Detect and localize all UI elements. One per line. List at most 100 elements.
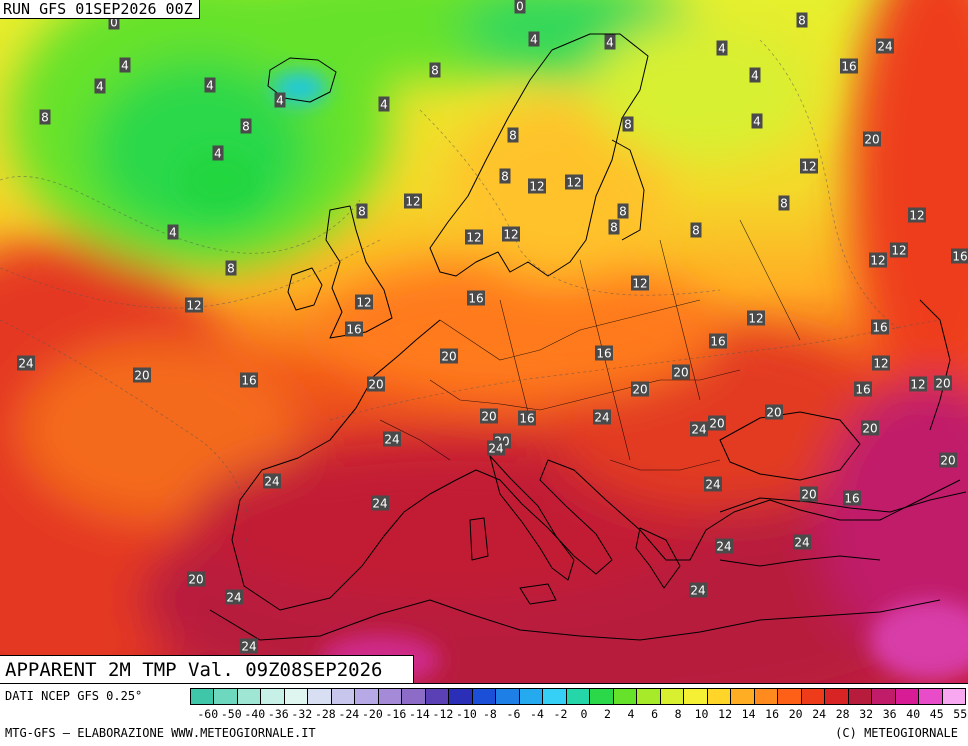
isotherm-value-text: 8	[431, 64, 439, 78]
isotherm-value-text: 24	[691, 423, 706, 437]
isotherm-value-text: 24	[226, 591, 241, 605]
isotherm-value-text: 4	[530, 33, 538, 47]
isotherm-value-text: 12	[910, 378, 925, 392]
isotherm-value-text: 12	[356, 296, 371, 310]
isotherm-value-label: 0	[514, 0, 526, 14]
isotherm-value-label: 20	[708, 415, 726, 431]
isotherm-value-label: 16	[467, 290, 485, 306]
isotherm-value-text: 20	[709, 417, 724, 431]
isotherm-value-text: 12	[466, 231, 481, 245]
color-scale-tick: -14	[409, 707, 430, 721]
color-scale-tick: 36	[882, 707, 897, 721]
isotherm-value-label: 20	[440, 348, 458, 364]
country-borders	[379, 219, 801, 471]
isotherm-value-label: 20	[765, 404, 783, 420]
color-scale-tick: 12	[718, 707, 733, 721]
isotherm-value-text: 8	[509, 129, 517, 143]
isotherm-value-text: 16	[952, 250, 967, 264]
isotherm-value-text: 8	[619, 205, 627, 219]
isotherm-value-text: 16	[844, 492, 859, 506]
isotherm-value-text: 4	[380, 98, 388, 112]
isotherm-value-text: 4	[753, 115, 761, 129]
isotherm-value-text: 24	[372, 497, 387, 511]
isotherm-value-text: 16	[841, 60, 856, 74]
isotherm-value-label: 16	[951, 248, 968, 264]
isotherm-value-label: 16	[518, 410, 536, 426]
color-scale-tick: 4	[627, 707, 635, 721]
isotherm-value-label: 24	[690, 421, 708, 437]
coastlines	[209, 33, 967, 641]
credit-left: MTG-GFS — ELABORAZIONE WWW.METEOGIORNALE…	[5, 726, 316, 740]
color-scale-cell	[754, 689, 779, 704]
isotherm-value-text: 0	[516, 0, 524, 14]
data-source-label: DATI NCEP GFS 0.25°	[5, 689, 143, 703]
isotherm-value-label: 20	[480, 408, 498, 424]
color-scale-cell	[684, 689, 708, 704]
isotherm-value-label: 12	[565, 174, 583, 190]
isotherm-value-label: 24	[225, 589, 243, 605]
isotherm-value-label: 16	[709, 333, 727, 349]
credit-right: (C) METEOGIORNALE	[835, 726, 958, 740]
isotherm-value-label: 24	[689, 582, 707, 598]
isotherm-value-text: 20	[862, 422, 877, 436]
color-scale-tick: 45	[929, 707, 944, 721]
isotherm-value-text: 12	[186, 299, 201, 313]
isotherm-value-label: 8	[690, 222, 702, 238]
isotherm-value-label: 20	[800, 486, 818, 502]
isotherm-value-label: 8	[39, 109, 51, 125]
isotherm-value-text: 8	[780, 197, 788, 211]
isotherm-value-label: 8	[356, 203, 368, 219]
isotherm-value-label: 8	[778, 195, 790, 211]
isotherm-value-label: 4	[751, 113, 763, 129]
isotherm-value-text: 24	[705, 478, 720, 492]
isotherm-value-label: 4	[204, 77, 216, 93]
isotherm-value-text: 12	[870, 254, 885, 268]
isotherm-value-label: 12	[872, 355, 890, 371]
color-scale-cell	[613, 689, 638, 704]
color-scale-tick: -4	[530, 707, 544, 721]
isotherm-value-text: 8	[798, 14, 806, 28]
isotherm-value-label: 24	[240, 638, 258, 654]
isotherm-value-label: 0	[108, 14, 120, 30]
color-scale-tick: 40	[906, 707, 921, 721]
isotherm-value-label: 8	[617, 203, 629, 219]
isotherm-value-label: 20	[367, 376, 385, 392]
run-label: RUN GFS 01SEP2026 00Z	[0, 0, 200, 19]
isotherm-value-text: 16	[468, 292, 483, 306]
isotherm-value-label: 12	[869, 252, 887, 268]
color-scale-cell	[872, 689, 896, 704]
isotherm-value-label: 8	[429, 62, 441, 78]
isotherm-value-text: 12	[801, 160, 816, 174]
isotherm-value-label: 24	[487, 440, 505, 456]
isotherm-value-text: 4	[718, 42, 726, 56]
isotherm-value-label: 12	[404, 193, 422, 209]
isotherm-value-label: 16	[854, 381, 872, 397]
isotherm-value-label: 16	[595, 345, 613, 361]
isotherm-value-label: 8	[225, 260, 237, 276]
isotherm-value-text: 12	[909, 209, 924, 223]
isotherm-value-label: 12	[502, 226, 520, 242]
isotherm-value-label: 8	[608, 219, 620, 235]
map-canvas	[0, 0, 968, 683]
isotherm-value-text: 12	[503, 228, 518, 242]
isotherm-value-label: 16	[240, 372, 258, 388]
color-scale-cell	[472, 689, 497, 704]
isotherm-value-label: 4	[119, 57, 131, 73]
isotherm-value-text: 24	[716, 540, 731, 554]
color-scale-tick: -50	[220, 707, 242, 721]
isotherm-value-label: 4	[167, 224, 179, 240]
isotherm-value-text: 4	[121, 59, 129, 73]
color-scale-cell	[919, 689, 943, 704]
isotherm-value-label: 8	[796, 12, 808, 28]
isotherm-value-text: 4	[169, 226, 177, 240]
isotherm-value-text: 20	[441, 350, 456, 364]
isotherm-value-text: 8	[41, 111, 49, 125]
isotherm-value-label: 8	[622, 116, 634, 132]
isotherm-value-label: 4	[212, 145, 224, 161]
isotherm-value-text: 8	[624, 118, 632, 132]
color-scale-cell	[519, 689, 544, 704]
color-scale-tick: 20	[788, 707, 803, 721]
isotherm-value-text: 8	[692, 224, 700, 238]
map-title: APPARENT 2M TMP Val. 09Z08SEP2026	[0, 655, 414, 683]
